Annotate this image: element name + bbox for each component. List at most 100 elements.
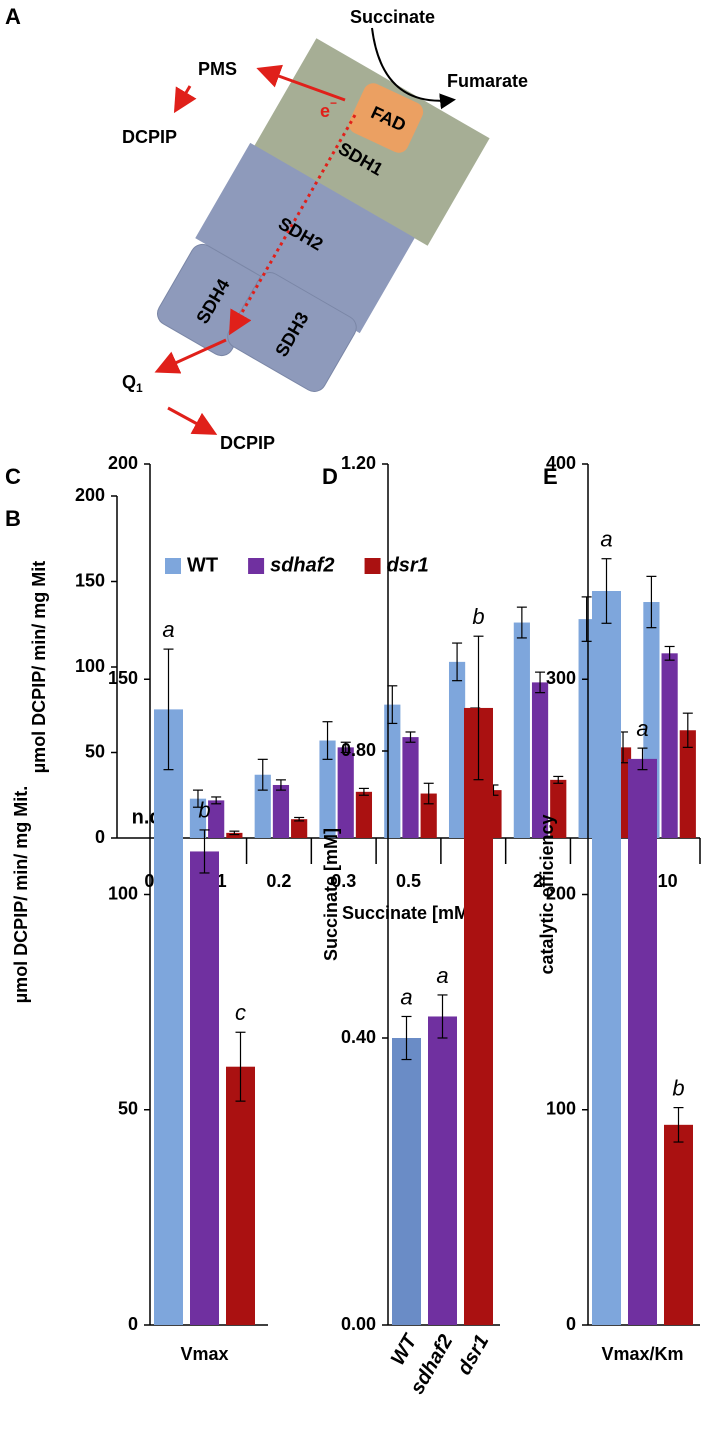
bar <box>392 1038 421 1325</box>
significance-letter: a <box>600 527 612 552</box>
legend-label: WT <box>187 554 218 576</box>
y-tick-label: 100 <box>546 1099 576 1119</box>
y-axis-label: Succinate [mM] <box>321 828 341 961</box>
label: Q1 <box>122 372 143 395</box>
superscript: − <box>330 96 337 110</box>
y-tick-label: 200 <box>108 453 138 473</box>
y-tick-label: 0.00 <box>341 1314 376 1334</box>
y-tick-label: 0.40 <box>341 1027 376 1047</box>
x-tick-label: 0.2 <box>266 871 291 891</box>
x-axis-label: Vmax <box>180 1344 228 1364</box>
panel-letter: B <box>5 506 21 531</box>
bar <box>592 590 621 1325</box>
arrow <box>167 406 218 435</box>
label: Succinate <box>350 7 435 27</box>
legend-label: dsr1 <box>387 554 429 576</box>
panel-letter: E <box>543 464 558 489</box>
legend-swatch <box>248 558 265 574</box>
significance-letter: b <box>198 798 210 823</box>
x-tick-label: WT <box>387 1330 422 1369</box>
arrow <box>154 338 227 374</box>
x-tick-label: 10 <box>658 871 678 891</box>
bar <box>578 619 595 838</box>
bar <box>550 779 567 838</box>
bar <box>319 740 336 838</box>
bar <box>628 758 657 1325</box>
y-tick-label: 400 <box>546 453 576 473</box>
y-tick-label: 100 <box>75 656 105 676</box>
y-tick-label: 100 <box>108 883 138 903</box>
y-tick-label: 150 <box>75 570 105 590</box>
y-tick-label: 300 <box>546 668 576 688</box>
bar <box>189 798 207 838</box>
y-axis-label: µmol DCPIP/ min/ mg Mit <box>29 561 49 773</box>
legend-swatch <box>165 558 181 574</box>
y-tick-label: 0.80 <box>341 740 376 760</box>
significance-letter: c <box>235 1000 246 1025</box>
y-tick-label: 0 <box>566 1314 576 1334</box>
legend-label: sdhaf2 <box>270 554 334 576</box>
label: DCPIP <box>122 127 177 147</box>
subscript: 1 <box>136 381 143 395</box>
label: e <box>320 101 330 121</box>
arrow <box>173 85 197 114</box>
y-tick-label: 200 <box>75 485 105 505</box>
bar <box>464 707 493 1325</box>
x-axis-label: Succinate [mM] <box>342 903 475 923</box>
x-tick-label: dsr1 <box>453 1331 493 1379</box>
significance-letter: a <box>400 984 412 1009</box>
bar <box>226 832 243 838</box>
bar <box>531 682 549 838</box>
significance-letter: b <box>472 604 484 629</box>
significance-letter: a <box>162 617 174 642</box>
x-axis-label: Vmax/Km <box>601 1344 683 1364</box>
bar <box>513 622 530 838</box>
sdh3-shape <box>227 272 357 392</box>
significance-letter: b <box>672 1075 684 1100</box>
panel-letter: A <box>5 4 21 29</box>
label: Q <box>122 372 136 392</box>
bar <box>154 709 183 1325</box>
bar <box>661 653 678 838</box>
y-tick-label: 50 <box>118 1099 138 1119</box>
bar <box>420 793 437 838</box>
sdh1-shape <box>254 38 490 246</box>
bar <box>208 800 225 838</box>
significance-letter: a <box>636 716 648 741</box>
legend-swatch <box>364 558 381 574</box>
bar <box>355 791 373 838</box>
diagram: A Succinate Fumarate PMS DCPIP e− FAD SD… <box>5 4 528 453</box>
bar <box>272 784 290 838</box>
bar <box>384 704 401 838</box>
bar <box>428 1016 457 1325</box>
bar <box>664 1124 693 1325</box>
significance-letter: a <box>436 963 448 988</box>
bar <box>291 819 308 838</box>
bar <box>226 1066 255 1325</box>
x-tick-label: 0.3 <box>331 871 356 891</box>
sdh2-shape <box>195 142 415 334</box>
y-tick-label: 0 <box>95 827 105 847</box>
panel-letter: C <box>5 464 21 489</box>
bar <box>448 661 466 838</box>
arrow <box>371 27 456 110</box>
y-tick-label: 1.20 <box>341 453 376 473</box>
y-axis-label: µmol DCPIP/ min/ mg Mit. <box>11 786 31 1003</box>
label: DCPIP <box>220 433 275 453</box>
label: Fumarate <box>447 71 528 91</box>
y-tick-label: 50 <box>85 741 105 761</box>
x-tick-label: 2 <box>533 871 543 891</box>
fad-shape <box>348 83 424 153</box>
y-tick-label: 200 <box>546 883 576 903</box>
electron: e− <box>320 96 337 121</box>
bar <box>679 730 696 838</box>
bar <box>402 737 419 838</box>
label: PMS <box>198 59 237 79</box>
y-axis-label: catalytic efficiency <box>537 814 557 974</box>
panel-letter: D <box>322 464 338 489</box>
bar <box>190 851 219 1325</box>
y-tick-label: 150 <box>108 668 138 688</box>
x-tick-label: 0.5 <box>396 871 421 891</box>
bar <box>337 747 354 838</box>
